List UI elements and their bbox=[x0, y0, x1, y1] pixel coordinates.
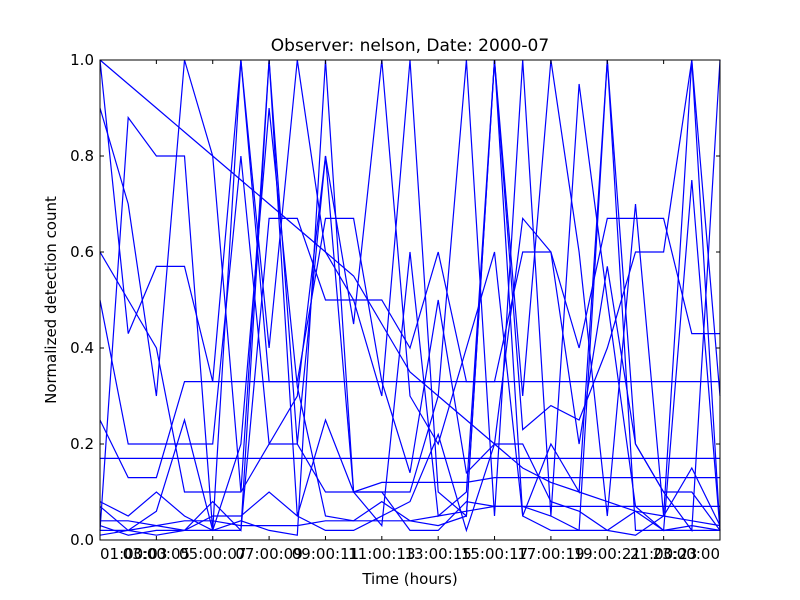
series-line-3 bbox=[99, 59, 721, 533]
x-tick-label: 21:00:23 bbox=[630, 545, 697, 563]
x-tick-label: 03:00:05 bbox=[123, 545, 190, 563]
x-tick-label: 13:00:15 bbox=[404, 545, 471, 563]
series-line-7 bbox=[99, 381, 720, 479]
x-tick-label: 09:00:11 bbox=[292, 545, 359, 563]
x-tick-label: 01:00:03 bbox=[100, 545, 167, 563]
x-tick-label: 19:00:21 bbox=[574, 545, 641, 563]
axis-ticks: 01:00:0303:00:0505:00:0707:00:0909:00:11… bbox=[70, 51, 721, 563]
series-line-11 bbox=[99, 59, 721, 536]
chart-title: Observer: nelson, Date: 2000-07 bbox=[271, 36, 549, 56]
y-axis-label: Normalized detection count bbox=[42, 196, 60, 404]
x-tick-label: 15:00:17 bbox=[461, 545, 528, 563]
y-tick-label: 1.0 bbox=[70, 51, 94, 69]
x-tick-label: 07:00:09 bbox=[235, 545, 302, 563]
x-tick-label: 23:00:00 bbox=[653, 545, 720, 563]
x-tick-label: 11:00:13 bbox=[348, 545, 415, 563]
series-line-10 bbox=[99, 251, 720, 493]
series-line-1 bbox=[100, 59, 721, 536]
series-line-6 bbox=[99, 217, 720, 532]
series-line-5 bbox=[99, 59, 721, 532]
series-line-13 bbox=[99, 59, 721, 527]
y-tick-label: 0.6 bbox=[70, 243, 94, 261]
plot-frame bbox=[99, 59, 721, 541]
y-tick-label: 0.4 bbox=[70, 339, 94, 357]
y-tick-label: 0.2 bbox=[70, 435, 94, 453]
y-tick-label: 0.0 bbox=[70, 531, 94, 549]
x-tick-label: 05:00:07 bbox=[179, 545, 246, 563]
y-tick-label: 0.8 bbox=[70, 147, 94, 165]
series-line-14 bbox=[100, 505, 720, 527]
series-line-2 bbox=[99, 59, 721, 531]
series-group bbox=[99, 59, 721, 536]
x-axis-label: Time (hours) bbox=[361, 570, 457, 588]
x-tick-label: 17:00:19 bbox=[517, 545, 584, 563]
series-line-4 bbox=[99, 59, 721, 531]
